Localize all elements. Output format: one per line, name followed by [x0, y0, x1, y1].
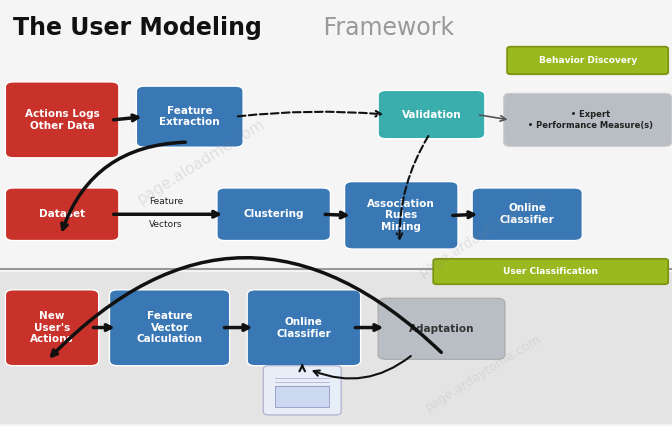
Text: The User Modeling: The User Modeling: [13, 16, 262, 40]
FancyBboxPatch shape: [5, 82, 119, 158]
Text: Feature: Feature: [149, 197, 183, 206]
FancyBboxPatch shape: [507, 47, 668, 74]
FancyBboxPatch shape: [5, 188, 119, 241]
FancyBboxPatch shape: [217, 188, 331, 241]
FancyBboxPatch shape: [504, 93, 671, 147]
Text: page.ardaytome.com: page.ardaytome.com: [423, 332, 544, 414]
FancyBboxPatch shape: [136, 86, 243, 147]
Text: Actions Logs
Other Data: Actions Logs Other Data: [25, 109, 99, 131]
Text: page.ardaytome.com: page.ardaytome.com: [417, 188, 550, 279]
Text: Framework: Framework: [316, 16, 454, 40]
Text: New
User's
Actions: New User's Actions: [30, 311, 74, 344]
Text: Online
Classifier: Online Classifier: [276, 317, 331, 339]
FancyBboxPatch shape: [110, 290, 230, 366]
FancyBboxPatch shape: [0, 271, 671, 424]
Text: Online
Classifier: Online Classifier: [500, 204, 554, 225]
Text: page.aloadme.com: page.aloadme.com: [135, 116, 268, 207]
Text: Validation: Validation: [402, 109, 461, 120]
Text: Behavior Discovery: Behavior Discovery: [538, 56, 637, 65]
FancyBboxPatch shape: [5, 290, 99, 366]
Text: User Classification: User Classification: [503, 267, 598, 276]
FancyBboxPatch shape: [472, 188, 582, 241]
Text: Association
Rules
Mining: Association Rules Mining: [368, 199, 435, 232]
FancyBboxPatch shape: [378, 298, 505, 360]
FancyBboxPatch shape: [378, 90, 485, 139]
FancyBboxPatch shape: [276, 386, 329, 407]
Text: Dataset: Dataset: [39, 209, 85, 219]
Text: • Expert
  • Performance Measure(s): • Expert • Performance Measure(s): [522, 110, 653, 130]
Text: Adaptation: Adaptation: [409, 324, 474, 334]
FancyBboxPatch shape: [247, 290, 361, 366]
FancyBboxPatch shape: [433, 259, 668, 284]
Text: Feature
Extraction: Feature Extraction: [159, 106, 220, 127]
Text: Feature
Vector
Calculation: Feature Vector Calculation: [136, 311, 202, 344]
Text: Vectors: Vectors: [149, 220, 183, 229]
FancyBboxPatch shape: [345, 181, 458, 249]
FancyBboxPatch shape: [0, 0, 671, 271]
FancyBboxPatch shape: [263, 366, 341, 415]
Text: Clustering: Clustering: [243, 209, 304, 219]
